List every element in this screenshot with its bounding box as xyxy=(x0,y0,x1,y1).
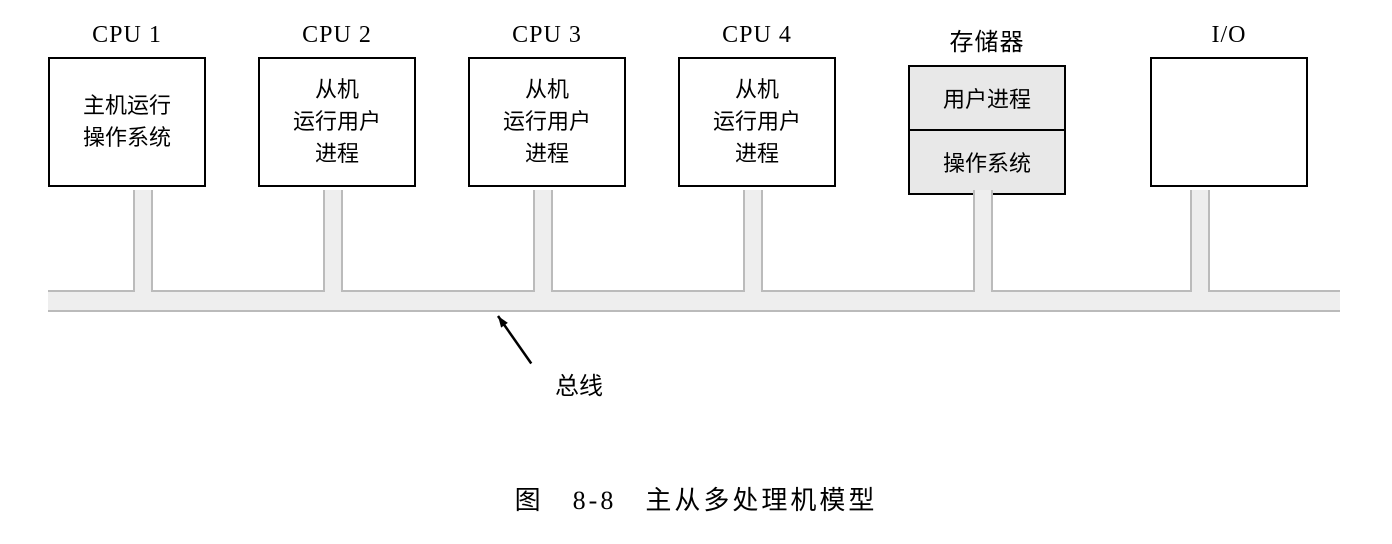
connector xyxy=(973,190,993,292)
io-box xyxy=(1150,57,1308,187)
memory-cell-os: 操作系统 xyxy=(910,131,1064,193)
cpu-text: 从机运行用户进程 xyxy=(293,74,381,170)
memory-cell-user: 用户进程 xyxy=(910,67,1064,131)
connector xyxy=(533,190,553,292)
cpu-label: CPU 1 xyxy=(48,22,206,49)
cpu-box: 主机运行操作系统 xyxy=(48,57,206,187)
cpu-box: 从机运行用户进程 xyxy=(258,57,416,187)
cpu-block-3: CPU 3 从机运行用户进程 xyxy=(468,22,626,187)
connector xyxy=(1190,190,1210,292)
cpu-label: CPU 4 xyxy=(678,22,836,49)
figure-caption: 图 8-8 主从多处理机模型 xyxy=(0,480,1392,517)
memory-label: 存储器 xyxy=(908,22,1066,57)
bus-label: 总线 xyxy=(555,366,603,401)
cpu-block-1: CPU 1 主机运行操作系统 xyxy=(48,22,206,187)
connector xyxy=(743,190,763,292)
cpu-text: 从机运行用户进程 xyxy=(503,74,591,170)
cpu-label: CPU 2 xyxy=(258,22,416,49)
memory-box: 用户进程 操作系统 xyxy=(908,65,1066,195)
connector xyxy=(133,190,153,292)
cpu-text: 主机运行操作系统 xyxy=(83,90,171,154)
bus-line xyxy=(48,290,1340,312)
cpu-block-2: CPU 2 从机运行用户进程 xyxy=(258,22,416,187)
cpu-text: 从机运行用户进程 xyxy=(713,74,801,170)
cpu-box: 从机运行用户进程 xyxy=(468,57,626,187)
cpu-box: 从机运行用户进程 xyxy=(678,57,836,187)
io-label: I/O xyxy=(1150,22,1308,49)
cpu-label: CPU 3 xyxy=(468,22,626,49)
diagram-root: CPU 1主机运行操作系统CPU 2从机运行用户进程CPU 3从机运行用户进程C… xyxy=(0,0,1392,544)
io-block: I/O xyxy=(1150,22,1308,187)
cpu-block-4: CPU 4 从机运行用户进程 xyxy=(678,22,836,187)
memory-block: 存储器 用户进程 操作系统 xyxy=(908,22,1066,195)
connector xyxy=(323,190,343,292)
